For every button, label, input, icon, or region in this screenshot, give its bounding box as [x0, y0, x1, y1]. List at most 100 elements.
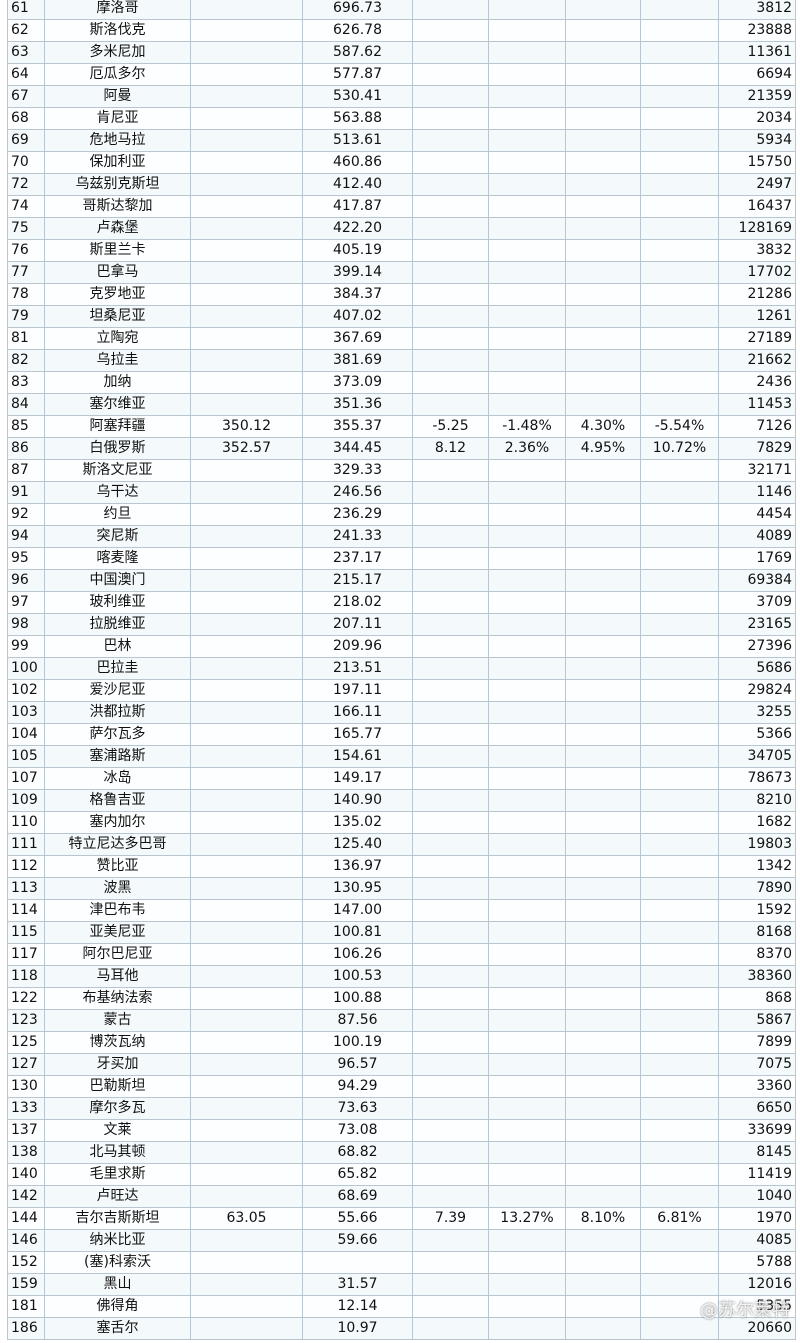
country-cell: 格鲁吉亚 — [44, 789, 191, 812]
table-cell — [640, 0, 719, 20]
table-row: 74 哥斯达黎加 417.87 16437 — [7, 195, 796, 218]
table-cell: 7075 — [718, 1053, 796, 1076]
table-cell — [565, 899, 641, 922]
table-cell: 1261 — [718, 305, 796, 328]
table-cell — [488, 19, 566, 42]
table-cell — [412, 1251, 489, 1274]
table-cell — [412, 943, 489, 966]
table-cell — [565, 327, 641, 350]
table-cell — [640, 965, 719, 988]
table-cell — [190, 1273, 303, 1296]
country-cell: 塞尔维亚 — [44, 393, 191, 416]
table-cell: 373.09 — [302, 371, 413, 394]
table-cell — [488, 305, 566, 328]
table-cell — [488, 217, 566, 240]
table-cell: 63 — [7, 41, 45, 64]
table-cell — [640, 635, 719, 658]
table-cell — [565, 723, 641, 746]
country-cell: 纳米比亚 — [44, 1229, 191, 1252]
table-cell — [565, 239, 641, 262]
table-cell: 125.40 — [302, 833, 413, 856]
table-cell: 344.45 — [302, 437, 413, 460]
table-cell — [565, 767, 641, 790]
table-cell: 381.69 — [302, 349, 413, 372]
table-cell — [412, 1273, 489, 1296]
table-cell: 412.40 — [302, 173, 413, 196]
table-cell — [412, 393, 489, 416]
table-cell — [640, 525, 719, 548]
table-cell — [565, 1251, 641, 1274]
table-cell — [190, 1097, 303, 1120]
country-cell: 阿曼 — [44, 85, 191, 108]
table-cell — [412, 1053, 489, 1076]
country-cell: 塞内加尔 — [44, 811, 191, 834]
table-cell — [488, 943, 566, 966]
table-row: 79 坦桑尼亚 407.02 1261 — [7, 305, 796, 328]
table-cell — [190, 701, 303, 724]
table-cell — [488, 1185, 566, 1208]
table-row: 70 保加利亚 460.86 15750 — [7, 151, 796, 174]
table-cell: 117 — [7, 943, 45, 966]
table-cell — [412, 547, 489, 570]
table-row: 109 格鲁吉亚 140.90 8210 — [7, 789, 796, 812]
table-row: 140 毛里求斯 65.82 11419 — [7, 1163, 796, 1186]
table-cell: 11453 — [718, 393, 796, 416]
table-cell: 21286 — [718, 283, 796, 306]
table-cell: 136.97 — [302, 855, 413, 878]
table-cell — [488, 1097, 566, 1120]
table-cell — [412, 371, 489, 394]
country-cell: 特立尼达多巴哥 — [44, 833, 191, 856]
table-cell — [640, 855, 719, 878]
table-row: 98 拉脱维亚 207.11 23165 — [7, 613, 796, 636]
table-cell — [488, 1251, 566, 1274]
table-cell — [640, 1119, 719, 1142]
table-cell — [640, 1295, 719, 1318]
table-cell — [488, 1229, 566, 1252]
table-cell: 100.88 — [302, 987, 413, 1010]
table-row: 159 黑山 31.57 12016 — [7, 1273, 796, 1296]
table-cell: 113 — [7, 877, 45, 900]
table-cell — [640, 833, 719, 856]
table-cell — [565, 921, 641, 944]
table-cell: 55.66 — [302, 1207, 413, 1230]
table-cell: 100.53 — [302, 965, 413, 988]
table-row: 75 卢森堡 422.20 128169 — [7, 217, 796, 240]
table-cell: 140 — [7, 1163, 45, 1186]
table-cell: 7890 — [718, 877, 796, 900]
table-cell — [565, 481, 641, 504]
table-cell: 122 — [7, 987, 45, 1010]
table-cell — [640, 305, 719, 328]
table-cell: 32171 — [718, 459, 796, 482]
table-row: 103 洪都拉斯 166.11 3255 — [7, 701, 796, 724]
table-cell — [565, 1295, 641, 1318]
country-cell: 赞比亚 — [44, 855, 191, 878]
table-cell — [565, 943, 641, 966]
table-cell: 587.62 — [302, 41, 413, 64]
table-cell — [190, 0, 303, 20]
country-cell: 爱沙尼亚 — [44, 679, 191, 702]
table-cell — [412, 1295, 489, 1318]
table-cell: 104 — [7, 723, 45, 746]
country-cell: 厄瓜多尔 — [44, 63, 191, 86]
table-cell: 236.29 — [302, 503, 413, 526]
table-cell — [412, 789, 489, 812]
table-cell: 111 — [7, 833, 45, 856]
country-cell: 乌拉圭 — [44, 349, 191, 372]
table-cell — [488, 789, 566, 812]
table-cell: 33699 — [718, 1119, 796, 1142]
table-cell — [412, 459, 489, 482]
table-cell — [412, 723, 489, 746]
table-cell: 130.95 — [302, 877, 413, 900]
table-cell — [488, 1273, 566, 1296]
country-cell: 白俄罗斯 — [44, 437, 191, 460]
table-cell — [412, 657, 489, 680]
table-cell: 2034 — [718, 107, 796, 130]
table-cell — [412, 1185, 489, 1208]
table-cell — [412, 173, 489, 196]
table-cell — [412, 217, 489, 240]
country-cell: 萨尔瓦多 — [44, 723, 191, 746]
table-cell — [302, 1251, 413, 1274]
country-cell: 津巴布韦 — [44, 899, 191, 922]
table-cell: 84 — [7, 393, 45, 416]
table-cell — [640, 1141, 719, 1164]
